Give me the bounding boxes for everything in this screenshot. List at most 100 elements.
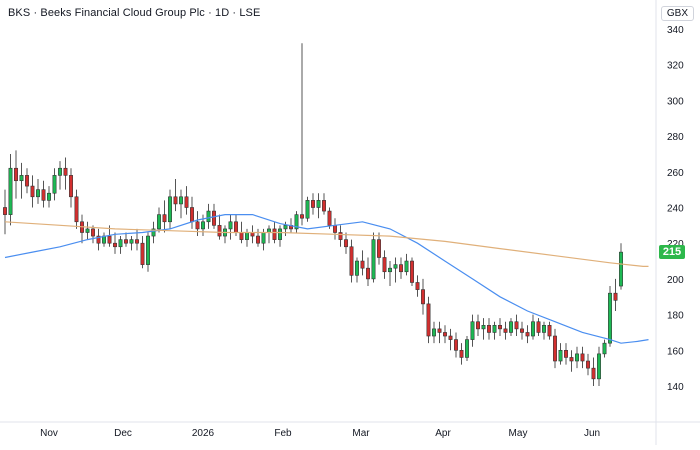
- candle-down: [536, 321, 541, 333]
- y-tick-label: 260: [667, 168, 684, 179]
- last-price-badge: 215: [659, 245, 685, 260]
- candle-down: [421, 289, 425, 305]
- candle-up: [470, 321, 475, 340]
- x-tick-label: Dec: [114, 428, 132, 439]
- candle-down: [333, 225, 337, 233]
- candle-down: [547, 325, 552, 337]
- candle-down: [256, 235, 260, 244]
- x-tick-label: May: [509, 428, 528, 439]
- candle-up: [465, 339, 469, 358]
- exchange-label: LSE: [239, 7, 261, 19]
- candle-down: [107, 235, 112, 244]
- candle-down: [63, 167, 68, 176]
- company-name: Beeks Financial Cloud Group Plc: [40, 7, 205, 19]
- candle-down: [410, 260, 414, 283]
- candle-down: [613, 292, 618, 301]
- candle-down: [399, 264, 403, 273]
- candle-up: [118, 239, 123, 248]
- candle-down: [41, 189, 46, 201]
- candle-up: [245, 232, 249, 240]
- candle-up: [608, 292, 612, 344]
- candle-down: [14, 167, 18, 182]
- candle-up: [129, 239, 134, 244]
- y-tick-label: 140: [667, 382, 684, 393]
- candle-down: [239, 232, 244, 240]
- candle-down: [382, 257, 387, 273]
- y-tick-label: 280: [667, 132, 684, 143]
- candle-down: [162, 214, 167, 223]
- candle-up: [146, 235, 150, 265]
- x-tick-label: Nov: [40, 428, 58, 439]
- candle-down: [349, 246, 354, 276]
- y-tick-label: 200: [667, 275, 684, 286]
- y-tick-label: 320: [667, 61, 684, 72]
- candle-down: [338, 232, 343, 240]
- candle-down: [91, 228, 95, 237]
- candle-down: [311, 200, 315, 208]
- candle-down: [113, 242, 117, 248]
- candle-up: [168, 196, 172, 223]
- candle-down: [476, 321, 480, 330]
- candle-down: [564, 349, 568, 358]
- candle-down: [514, 321, 519, 330]
- candle-down: [327, 210, 332, 226]
- candle-up: [294, 214, 299, 230]
- x-tick-label: 2026: [192, 428, 215, 439]
- candle-down: [415, 282, 420, 290]
- candle-down: [140, 242, 145, 265]
- candle-down: [217, 225, 222, 237]
- candle-down: [74, 196, 79, 223]
- candle-up: [602, 342, 607, 355]
- candle-up: [404, 260, 409, 273]
- candle-down: [135, 239, 139, 244]
- candle-up: [393, 264, 398, 269]
- y-tick-label: 340: [667, 25, 684, 36]
- candle-down: [3, 207, 7, 215]
- candle-up: [492, 325, 497, 333]
- candle-down: [212, 210, 216, 226]
- candle-up: [531, 321, 535, 337]
- candle-down: [437, 328, 442, 333]
- candle-up: [558, 349, 563, 362]
- candle-down: [300, 214, 304, 219]
- candle-down: [195, 221, 200, 230]
- candle-down: [30, 185, 35, 198]
- candle-up: [597, 353, 601, 380]
- candle-down: [448, 335, 453, 340]
- candle-down: [69, 175, 73, 198]
- candle-down: [520, 328, 524, 333]
- candle-down: [173, 196, 178, 205]
- candle-down: [184, 196, 189, 208]
- candle-up: [8, 167, 13, 215]
- candle-down: [586, 360, 590, 369]
- candle-down: [360, 260, 365, 269]
- candle-down: [190, 207, 194, 223]
- candle-up: [388, 267, 392, 273]
- candle-down: [272, 228, 277, 240]
- symbol-label: BKS: [8, 7, 31, 19]
- candle-up: [278, 228, 282, 240]
- y-tick-label: 220: [667, 239, 684, 250]
- candle-down: [377, 239, 381, 258]
- candle-up: [509, 321, 513, 333]
- candle-down: [124, 239, 128, 244]
- candle-up: [542, 325, 546, 333]
- candle-up: [157, 214, 161, 230]
- candle-down: [580, 353, 585, 362]
- y-tick-label: 160: [667, 346, 684, 357]
- candle-down: [344, 239, 348, 248]
- candle-up: [47, 192, 51, 201]
- candle-down: [96, 235, 101, 244]
- currency-badge[interactable]: GBX: [660, 6, 694, 21]
- candle-up: [283, 225, 288, 230]
- candle-up: [206, 210, 211, 223]
- candle-down: [591, 367, 596, 380]
- y-tick-label: 300: [667, 96, 684, 107]
- interval-label: 1D: [214, 7, 230, 19]
- candle-down: [569, 357, 574, 362]
- candle-up: [36, 189, 40, 198]
- candle-up: [355, 260, 359, 276]
- chart-title: BKS · Beeks Financial Cloud Group Plc · …: [8, 7, 261, 19]
